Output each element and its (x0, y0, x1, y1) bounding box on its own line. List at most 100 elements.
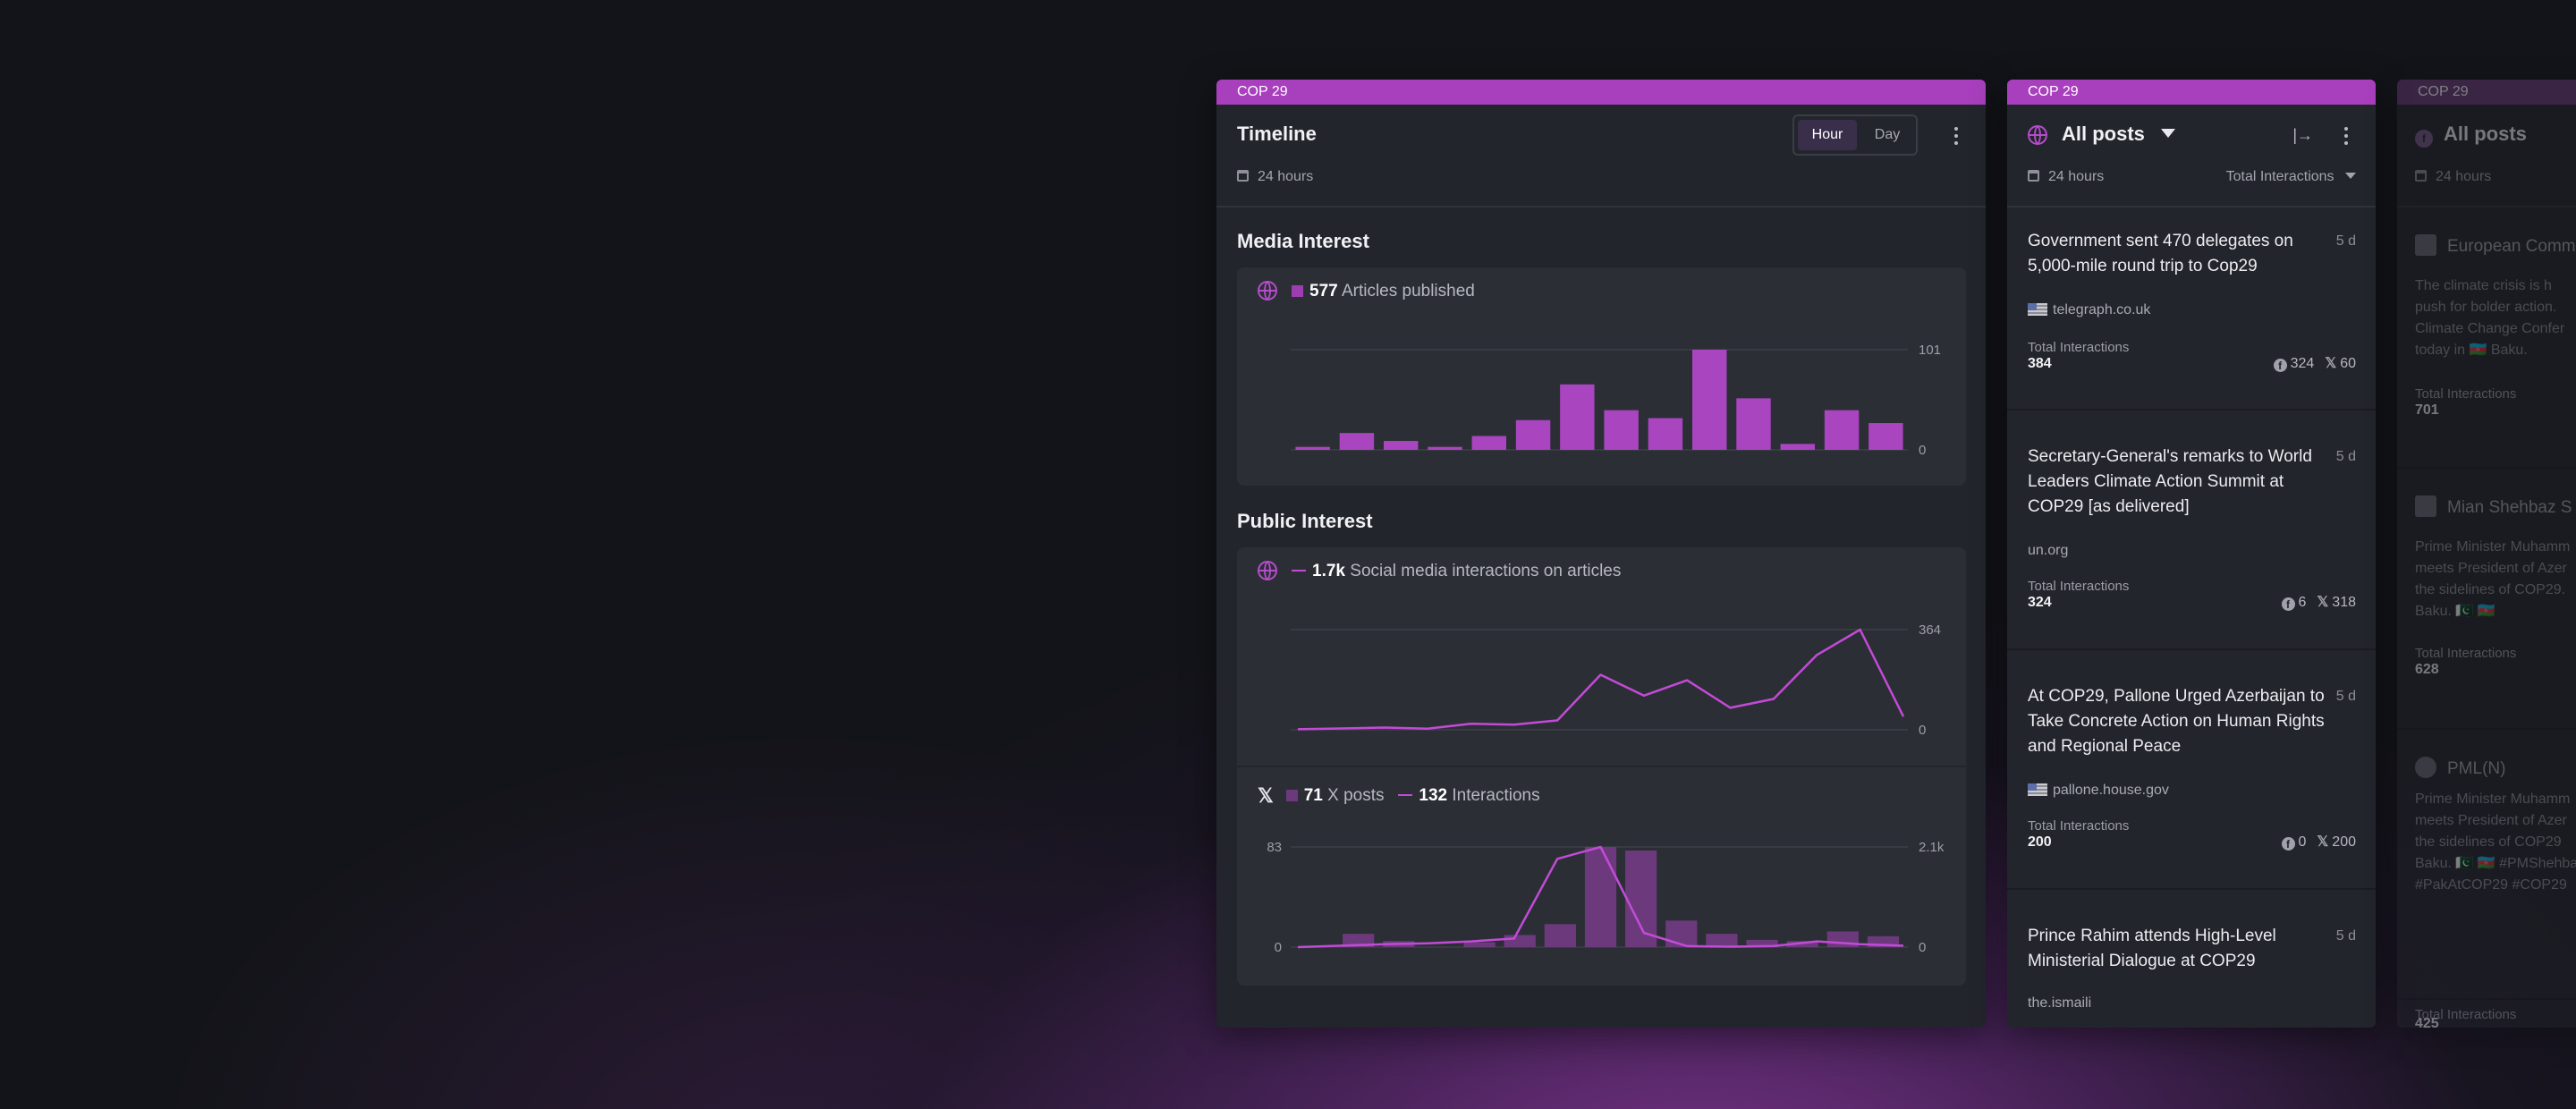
bar-legend-swatch (1292, 285, 1303, 297)
post-item[interactable]: Secretary-General's remarks to World Lea… (2007, 411, 2376, 650)
media-interest-title: Media Interest (1237, 230, 1369, 252)
sort-dropdown[interactable]: Total Interactions (2226, 169, 2356, 185)
x-legend: 𝕏 71 X posts 132 Interactions (1258, 784, 1540, 807)
post-text: The climate crisis is h push for bolder a… (2415, 278, 2565, 358)
public-interest-card: 1.7k Social media interactions on articl… (1237, 547, 1966, 986)
panel-title: Timeline (1237, 123, 1317, 145)
post-author: European Comm (2415, 234, 2576, 257)
calendar-icon (1237, 170, 1249, 182)
chart-bar (1428, 446, 1462, 450)
facebook-icon: f (2281, 837, 2295, 851)
interactions-line (1297, 845, 1904, 949)
us-flag-icon (2028, 303, 2047, 316)
post-title[interactable]: Secretary-General's remarks to World Lea… (2028, 447, 2312, 516)
post-title[interactable]: Government sent 470 delegates on 5,000-m… (2028, 232, 2293, 275)
post-item[interactable]: Prince Rahim attends High-Level Minister… (2007, 890, 2376, 1028)
interactions-value: 425 (2415, 1016, 2439, 1028)
post-age: 5 d (2335, 449, 2356, 464)
chart-bar (1463, 942, 1496, 947)
x-logo-icon: 𝕏 (2325, 356, 2337, 371)
x-logo-icon: 𝕏 (1258, 784, 1274, 807)
y-tick-label: 364 (1919, 622, 1941, 638)
post-title[interactable]: Prince Rahim attends High-Level Minister… (2028, 927, 2276, 970)
chart-bar (1504, 935, 1536, 947)
interactions-value: 628 (2415, 662, 2439, 677)
social-line-chart: 364 0 (1291, 622, 1941, 738)
more-options-icon[interactable] (2343, 127, 2349, 148)
post-text: Prime Minister Muhamm meets President of … (2415, 792, 2576, 893)
post-title[interactable]: At COP29, Pallone Urged Azerbaijan to Ta… (2028, 687, 2325, 756)
chart-bar (1544, 924, 1576, 947)
chart-bar (1604, 410, 1639, 450)
interactions-label: Total Interactions (2415, 1007, 2517, 1022)
y-tick-label: 0 (1919, 443, 1926, 458)
chart-bar (1824, 410, 1860, 450)
globe-icon (1258, 281, 1277, 301)
social-post-item[interactable]: PML(N) Prime Minister Muhamm meets Presid… (2397, 730, 2576, 1022)
post-source: pallone.house.gov (2028, 783, 2169, 799)
period-label: 24 hours (1237, 169, 1313, 185)
panel-title[interactable]: f All posts (2415, 123, 2527, 148)
panel-tag: COP 29 (1216, 80, 1986, 105)
caret-down-icon (2345, 173, 2356, 179)
chart-bar (1868, 423, 1903, 450)
y-tick-label-left: 83 (1267, 840, 1282, 855)
facebook-icon: f (2415, 130, 2433, 148)
more-options-icon[interactable] (1953, 127, 1959, 148)
facebook-icon: f (2273, 359, 2287, 372)
interactions-line (1297, 628, 1905, 731)
y-tick-label-right: 2.1k (1919, 840, 1945, 855)
collapse-icon[interactable]: |→ (2292, 126, 2313, 144)
chart-bar (1786, 941, 1818, 947)
avatar (2415, 757, 2436, 778)
x-combo-chart: 83 0 2.1k 0 (1267, 840, 1945, 955)
interactions-value: 200 (2028, 834, 2052, 850)
post-text: Prime Minister Muhamm meets President of … (2415, 539, 2571, 619)
post-item[interactable]: Government sent 470 delegates on 5,000-m… (2007, 207, 2376, 411)
social-post-item[interactable]: Mian Shehbaz S Prime Minister Muhamm meet… (2397, 469, 2576, 730)
post-age: 5 d (2335, 233, 2356, 249)
y-tick-label: 101 (1919, 343, 1941, 358)
card-divider (1237, 766, 1966, 767)
post-age: 5 d (2335, 689, 2356, 704)
media-interest-card: 577 Articles published 101 0 (1237, 267, 1966, 486)
panel-tag: COP 29 (2007, 80, 2376, 105)
social-legend: 1.7k Social media interactions on articl… (1258, 561, 1621, 581)
timeline-panel: COP 29 Timeline Hour Day 24 hours Media … (1216, 80, 1986, 1028)
y-tick-label-left: 0 (1275, 940, 1282, 955)
interactions-value: 384 (2028, 356, 2052, 371)
header-divider (1216, 206, 1986, 207)
us-flag-icon (2028, 783, 2047, 796)
post-source: telegraph.co.uk (2028, 302, 2150, 318)
toggle-hour[interactable]: Hour (1798, 120, 1857, 150)
caret-down-icon (2161, 129, 2176, 138)
chart-bar (1471, 436, 1507, 450)
chart-bar (1515, 419, 1551, 450)
interactions-label: Total Interactions (2028, 818, 2130, 834)
interaction-breakdown: f 0 𝕏 200 (2281, 833, 2356, 851)
post-item[interactable]: At COP29, Pallone Urged Azerbaijan to Ta… (2007, 650, 2376, 890)
chart-bar (1560, 384, 1595, 450)
facebook-icon: f (2281, 597, 2295, 611)
interaction-breakdown: f 6 𝕏 318 (2281, 593, 2356, 611)
period-label: 24 hours (2415, 169, 2491, 185)
public-interest-title: Public Interest (1237, 510, 1373, 532)
chart-bar (1746, 939, 1778, 947)
interaction-breakdown: f 324 𝕏 60 (2273, 354, 2356, 372)
globe-icon (2028, 125, 2047, 145)
articles-legend: 577 Articles published (1258, 281, 1475, 301)
social-post-item[interactable]: European Comm The climate crisis is h pus… (2397, 207, 2576, 469)
interactions-value: 701 (2415, 402, 2439, 418)
social-posts-panel: COP 29 f All posts 24 hours European Comm… (2397, 80, 2576, 1028)
chart-bar (1625, 851, 1657, 947)
chart-bar (1665, 920, 1698, 947)
chart-bar (1339, 433, 1375, 450)
panel-title[interactable]: All posts (2028, 123, 2176, 146)
hour-day-toggle: Hour Day (1792, 114, 1918, 156)
post-source: the.ismaili (2028, 995, 2092, 1011)
avatar (2415, 495, 2436, 517)
x-logo-icon: 𝕏 (2317, 834, 2329, 850)
chart-bar (1706, 934, 1738, 947)
toggle-day[interactable]: Day (1874, 127, 1901, 142)
y-tick-label-right: 0 (1919, 940, 1926, 955)
